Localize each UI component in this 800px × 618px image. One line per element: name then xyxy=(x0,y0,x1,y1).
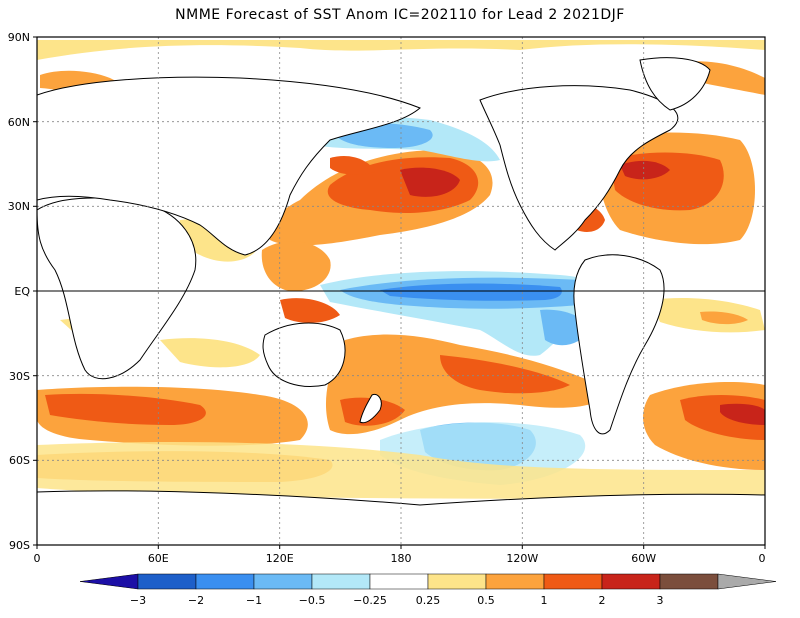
lon-tick-label: 120W xyxy=(506,552,538,565)
lat-tick-label: 30N xyxy=(8,200,30,213)
lat-tick-label: 90S xyxy=(9,539,30,552)
map-title: NMME Forecast of SST Anom IC=202110 for … xyxy=(175,7,625,23)
lat-axis: 90N 60N 30N EQ 30S 60S 90S xyxy=(8,31,37,552)
lon-tick-label: 180 xyxy=(391,552,412,565)
lat-tick-label: EQ xyxy=(14,285,30,298)
lon-axis: 0 60E 120E 180 120W 60W 0 xyxy=(34,545,766,565)
colorbar-bin xyxy=(543,573,603,590)
colorbar-bin xyxy=(485,573,545,590)
colorbar-label: 0.5 xyxy=(477,594,495,607)
colorbar: −3 −2 −1 −0.5 −0.25 0.25 0.5 1 2 3 xyxy=(79,573,777,607)
lon-tick-label: 60W xyxy=(631,552,656,565)
colorbar-bin xyxy=(601,573,661,590)
colorbar-bin xyxy=(311,573,371,590)
coastlines xyxy=(37,57,765,545)
lat-tick-label: 60N xyxy=(8,116,30,129)
colorbar-label: −2 xyxy=(188,594,204,607)
colorbar-extend-low xyxy=(79,573,139,590)
lon-tick-label: 0 xyxy=(34,552,41,565)
colorbar-label: 2 xyxy=(599,594,606,607)
lon-tick-label: 0 xyxy=(759,552,766,565)
lat-tick-label: 30S xyxy=(9,370,30,383)
colorbar-label: −0.25 xyxy=(353,594,387,607)
colorbar-label: −3 xyxy=(130,594,146,607)
lon-tick-label: 120E xyxy=(266,552,294,565)
colorbar-label: 0.25 xyxy=(416,594,441,607)
colorbar-label: 3 xyxy=(657,594,664,607)
colorbar-label: 1 xyxy=(541,594,548,607)
colorbar-label: −0.5 xyxy=(299,594,326,607)
colorbar-bin xyxy=(137,573,197,590)
colorbar-bin xyxy=(659,573,719,590)
colorbar-bin xyxy=(253,573,313,590)
colorbar-extend-high xyxy=(717,573,777,590)
colorbar-bin xyxy=(427,573,487,590)
lon-tick-label: 60E xyxy=(148,552,169,565)
gridlines xyxy=(37,37,765,545)
colorbar-bin xyxy=(369,573,429,590)
lat-tick-label: 90N xyxy=(8,31,30,44)
colorbar-label: −1 xyxy=(246,594,262,607)
lat-tick-label: 60S xyxy=(9,454,30,467)
colorbar-bin xyxy=(195,573,255,590)
